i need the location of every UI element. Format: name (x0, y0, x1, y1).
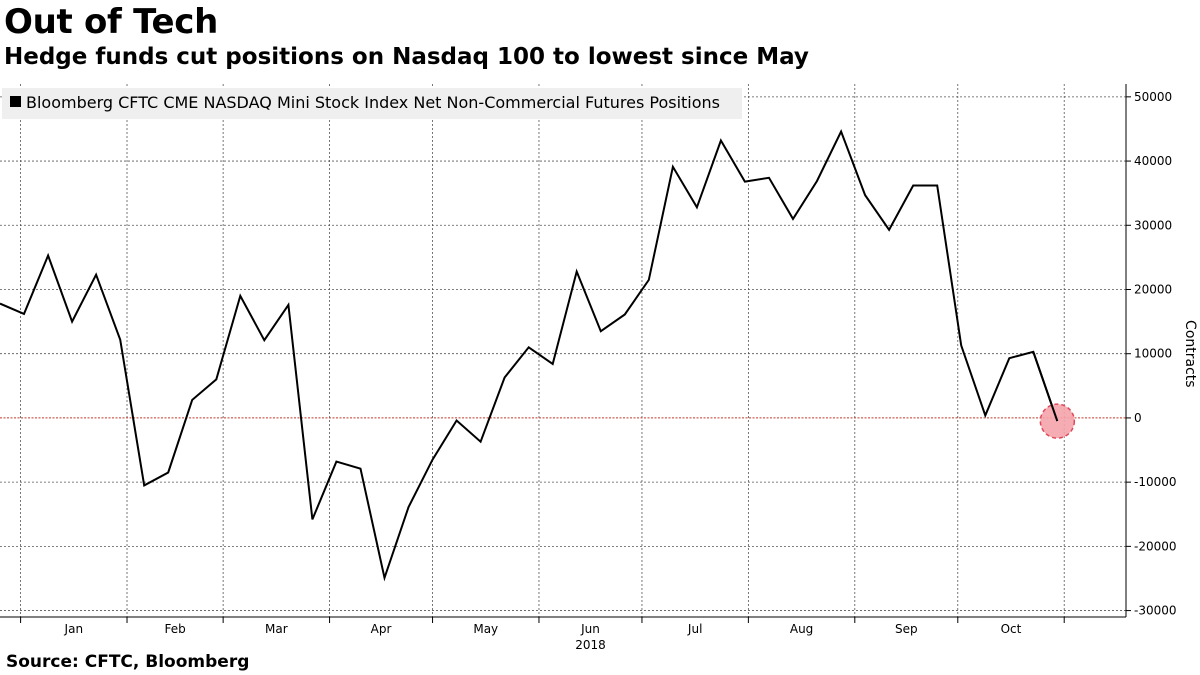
x-tick-label: Apr (371, 622, 392, 636)
x-tick-label: Jan (64, 622, 84, 636)
x-tick-label: Oct (1001, 622, 1022, 636)
y-tick-label: -30000 (1134, 604, 1177, 618)
series-group (0, 128, 1059, 582)
y-axis-title: Contracts (1182, 320, 1198, 388)
axes: 50000 40000 30000 20000 10000 0 -10000 -20000 -3… (0, 84, 1198, 652)
y-tick-label: 40000 (1134, 154, 1172, 168)
x-tick-label: Jul (687, 622, 702, 636)
y-tick-label: 20000 (1134, 282, 1172, 296)
x-tick-label: Jun (580, 622, 600, 636)
legend-background (2, 88, 742, 119)
source-note: Source: CFTC, Bloomberg (6, 652, 250, 672)
x-tick-label: Mar (265, 622, 288, 636)
chart-title: Out of Tech (4, 2, 218, 42)
x-tick-label: Feb (164, 622, 185, 636)
y-tick-label: -10000 (1134, 475, 1177, 489)
series-line (0, 128, 1059, 582)
grid-lines (0, 84, 1126, 617)
highlight-circle (1039, 403, 1076, 439)
series-line-overlay (1032, 351, 1059, 422)
legend-swatch (10, 96, 21, 107)
highlight-group (1032, 351, 1076, 439)
legend: Bloomberg CFTC CME NASDAQ Mini Stock Ind… (2, 88, 742, 119)
legend-label: Bloomberg CFTC CME NASDAQ Mini Stock Ind… (26, 93, 720, 112)
x-tick-label: Aug (790, 622, 813, 636)
y-tick-label: 0 (1134, 411, 1142, 425)
y-tick-label: 50000 (1134, 90, 1172, 104)
x-tick-label: Sep (895, 622, 918, 636)
x-tick-label: May (473, 622, 498, 636)
y-tick-label: 10000 (1134, 347, 1172, 361)
y-tick-label: -20000 (1134, 539, 1177, 553)
chart-subtitle: Hedge funds cut positions on Nasdaq 100 … (4, 44, 809, 70)
x-axis-year-label: 2018 (575, 638, 606, 652)
y-tick-label: 30000 (1134, 218, 1172, 232)
